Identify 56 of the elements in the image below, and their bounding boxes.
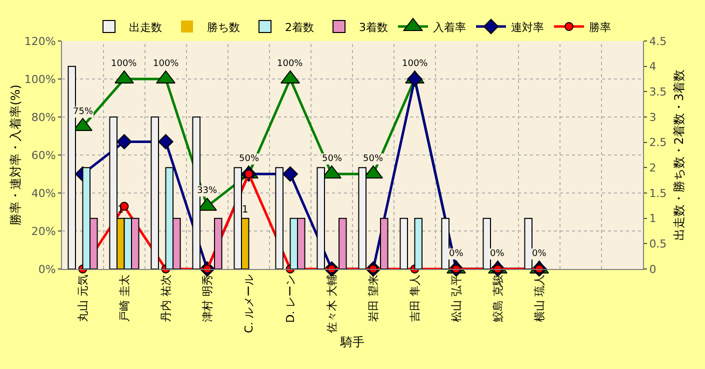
data-label: 100% — [277, 59, 304, 69]
bar — [400, 218, 408, 269]
data-label: 1 — [242, 204, 248, 216]
y2-tick-label: 3 — [649, 110, 656, 124]
y-tick-label: 80% — [31, 110, 56, 124]
x-tick-label: D. レーン — [284, 274, 297, 323]
y-tick-label: 120% — [24, 34, 56, 48]
data-label: 0% — [532, 249, 547, 259]
y-tick-label: 0% — [38, 262, 56, 276]
y2-axis-title: 出走数・勝ち数・2着数・3着数 — [672, 69, 686, 241]
y-tick-label: 40% — [31, 186, 56, 200]
data-label: 100% — [111, 59, 138, 69]
x-tick-label: 津村 明秀 — [200, 274, 214, 322]
y2-tick-label: 2.5 — [649, 136, 667, 150]
y-axis-title: 勝率・連対率・入着率(%) — [8, 84, 22, 226]
legend-label: 勝率 — [589, 20, 611, 34]
x-tick-label: 岩田 望来 — [366, 274, 380, 322]
y2-tick-label: 4.5 — [649, 34, 667, 48]
y2-tick-label: 0.5 — [649, 238, 667, 251]
data-label: 50% — [363, 154, 384, 164]
data-label: 100% — [153, 59, 180, 69]
legend-label: 3着数 — [359, 20, 388, 34]
x-axis-title: 騎手 — [340, 334, 364, 349]
x-tick-label: 丸山 元気 — [76, 274, 90, 322]
data-label: 75% — [73, 107, 94, 117]
data-label: 0% — [490, 249, 505, 259]
x-tick-label: 鮫島 克駿 — [491, 274, 504, 322]
data-label: 50% — [322, 154, 342, 164]
legend-label: 2着数 — [285, 20, 314, 34]
y-tick-label: 20% — [31, 224, 56, 238]
y2-tick-label: 4 — [649, 60, 656, 74]
point — [282, 166, 298, 182]
x-tick-label: 吉田 隼人 — [408, 274, 422, 322]
x-tick-label: 佐々木 大輔 — [325, 274, 338, 333]
data-label: 33% — [197, 186, 218, 196]
legend-label: 連対率 — [511, 20, 544, 34]
legend-label: 出走数 — [129, 20, 162, 34]
y2-tick-label: 2 — [649, 162, 656, 175]
y-tick-label: 60% — [31, 148, 56, 162]
y2-tick-label: 0 — [649, 262, 656, 276]
x-tick-label: 横山 琉人 — [532, 274, 546, 322]
y2-tick-label: 3.5 — [649, 86, 667, 99]
legend-label: 入着率 — [433, 20, 466, 34]
data-label: 0% — [449, 249, 464, 259]
x-tick-label: 戸崎 圭太 — [118, 274, 131, 322]
point — [116, 134, 132, 150]
point — [158, 134, 174, 150]
x-tick-label: C. ルメール — [242, 274, 256, 334]
data-label: 100% — [402, 59, 428, 69]
legend-label: 勝ち数 — [207, 20, 240, 34]
data-label: 50% — [239, 154, 260, 164]
y2-tick-label: 1.5 — [649, 186, 667, 200]
y2-tick-label: 1 — [649, 212, 656, 226]
x-tick-label: 丹内 祐次 — [159, 274, 172, 322]
x-tick-label: 松山 弘平 — [450, 274, 463, 322]
y-tick-label: 100% — [24, 72, 56, 86]
